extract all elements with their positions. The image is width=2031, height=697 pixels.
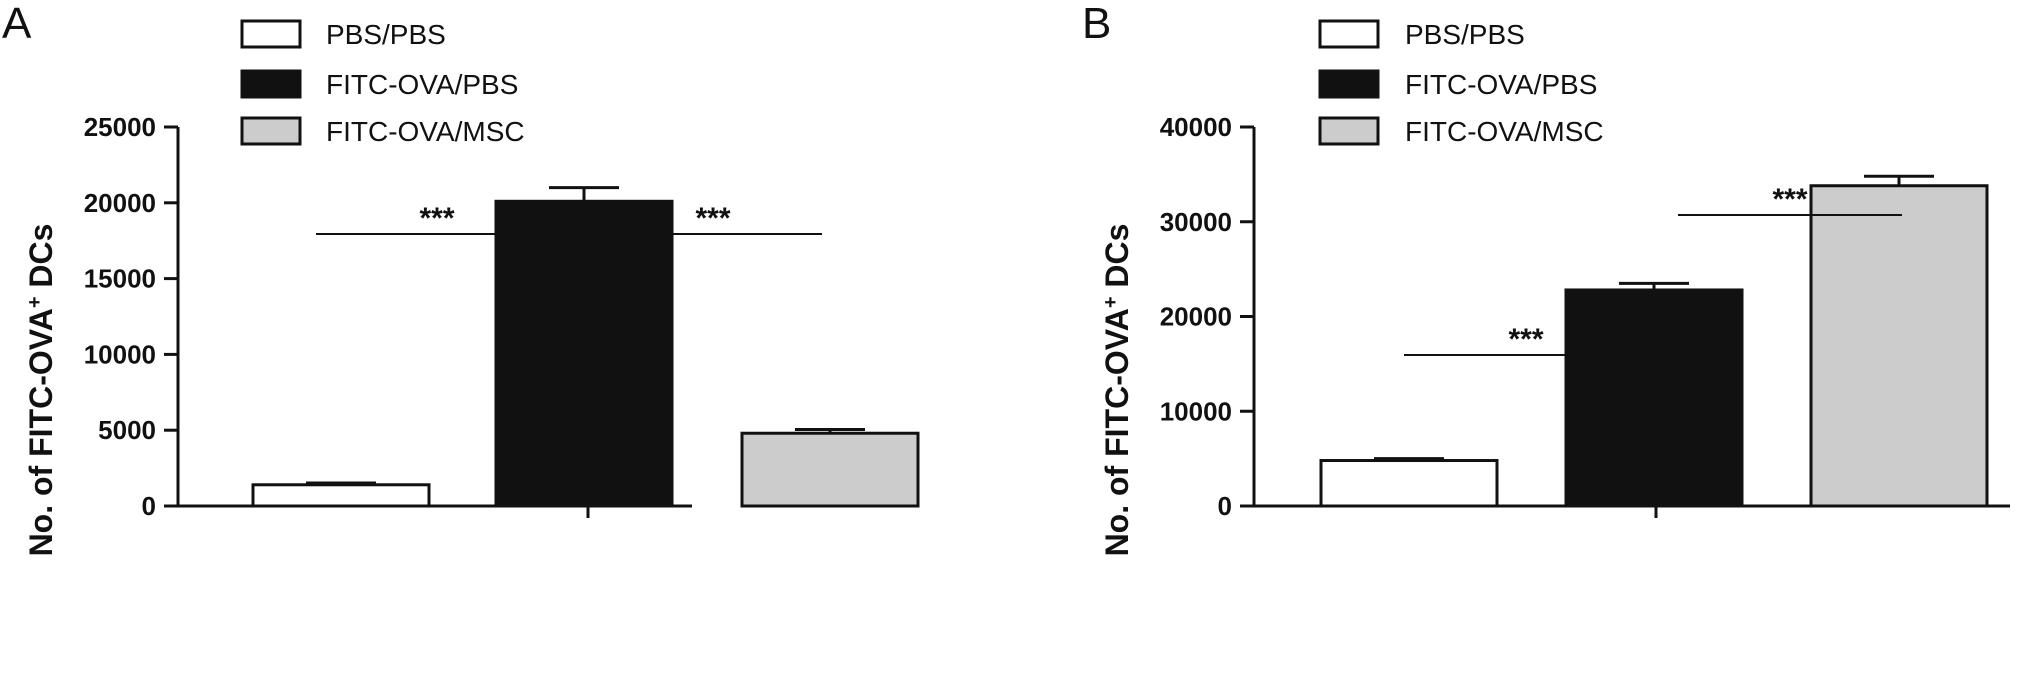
y-tick-label: 0 — [142, 491, 156, 521]
legend-label: FITC-OVA/MSC — [1405, 116, 1604, 147]
y-tick-label: 5000 — [98, 415, 156, 445]
bar-fitc-ova-pbs — [494, 199, 674, 508]
bar-pbs-pbs — [251, 483, 431, 508]
significance-label: *** — [1508, 323, 1543, 356]
legend-swatch — [1318, 69, 1380, 99]
chart-panel-b: B PBS/PBS FITC-OVA/PBS FITC-OVA/MSC 0 10000 20… — [1082, 0, 2010, 556]
significance-label: *** — [695, 202, 730, 235]
legend-swatch — [1318, 116, 1380, 146]
bar-pbs-pbs — [1319, 459, 1499, 508]
legend-swatch — [240, 19, 302, 49]
legend-label: PBS/PBS — [1405, 19, 1525, 50]
y-tick-label: 20000 — [84, 188, 156, 218]
bar-fitc-ova-msc — [740, 431, 920, 508]
significance-label: *** — [419, 202, 454, 235]
panel-letter: A — [2, 0, 32, 48]
y-axis-label: No. of FITC-OVA+ DCs — [23, 224, 59, 557]
y-tick-label: 10000 — [1160, 396, 1232, 426]
y-tick-label: 20000 — [1160, 302, 1232, 332]
y-tick-label: 40000 — [1160, 112, 1232, 142]
legend-label: FITC-OVA/PBS — [326, 69, 518, 100]
y-tick-label: 15000 — [84, 264, 156, 294]
legend-label: FITC-OVA/MSC — [326, 116, 525, 147]
y-tick-label: 25000 — [84, 112, 156, 142]
y-tick-label: 0 — [1218, 491, 1232, 521]
panel-letter: B — [1082, 0, 1111, 48]
y-axis-label: No. of FITC-OVA+ DCs — [1099, 224, 1135, 557]
legend-label: PBS/PBS — [326, 19, 446, 50]
legend-label: FITC-OVA/PBS — [1405, 69, 1597, 100]
chart-panel-a: A PBS/PBS FITC-OVA/PBS FITC-OVA/MSC 0 5000 100… — [2, 0, 920, 557]
bar-fitc-ova-msc — [1809, 184, 1989, 508]
y-tick-label: 30000 — [1160, 207, 1232, 237]
legend-swatch — [1318, 19, 1380, 49]
y-tick-label: 10000 — [84, 339, 156, 369]
bar-fitc-ova-pbs — [1564, 288, 1744, 508]
legend-swatch — [240, 69, 302, 99]
significance-label: *** — [1772, 183, 1807, 216]
legend-swatch — [240, 116, 302, 146]
